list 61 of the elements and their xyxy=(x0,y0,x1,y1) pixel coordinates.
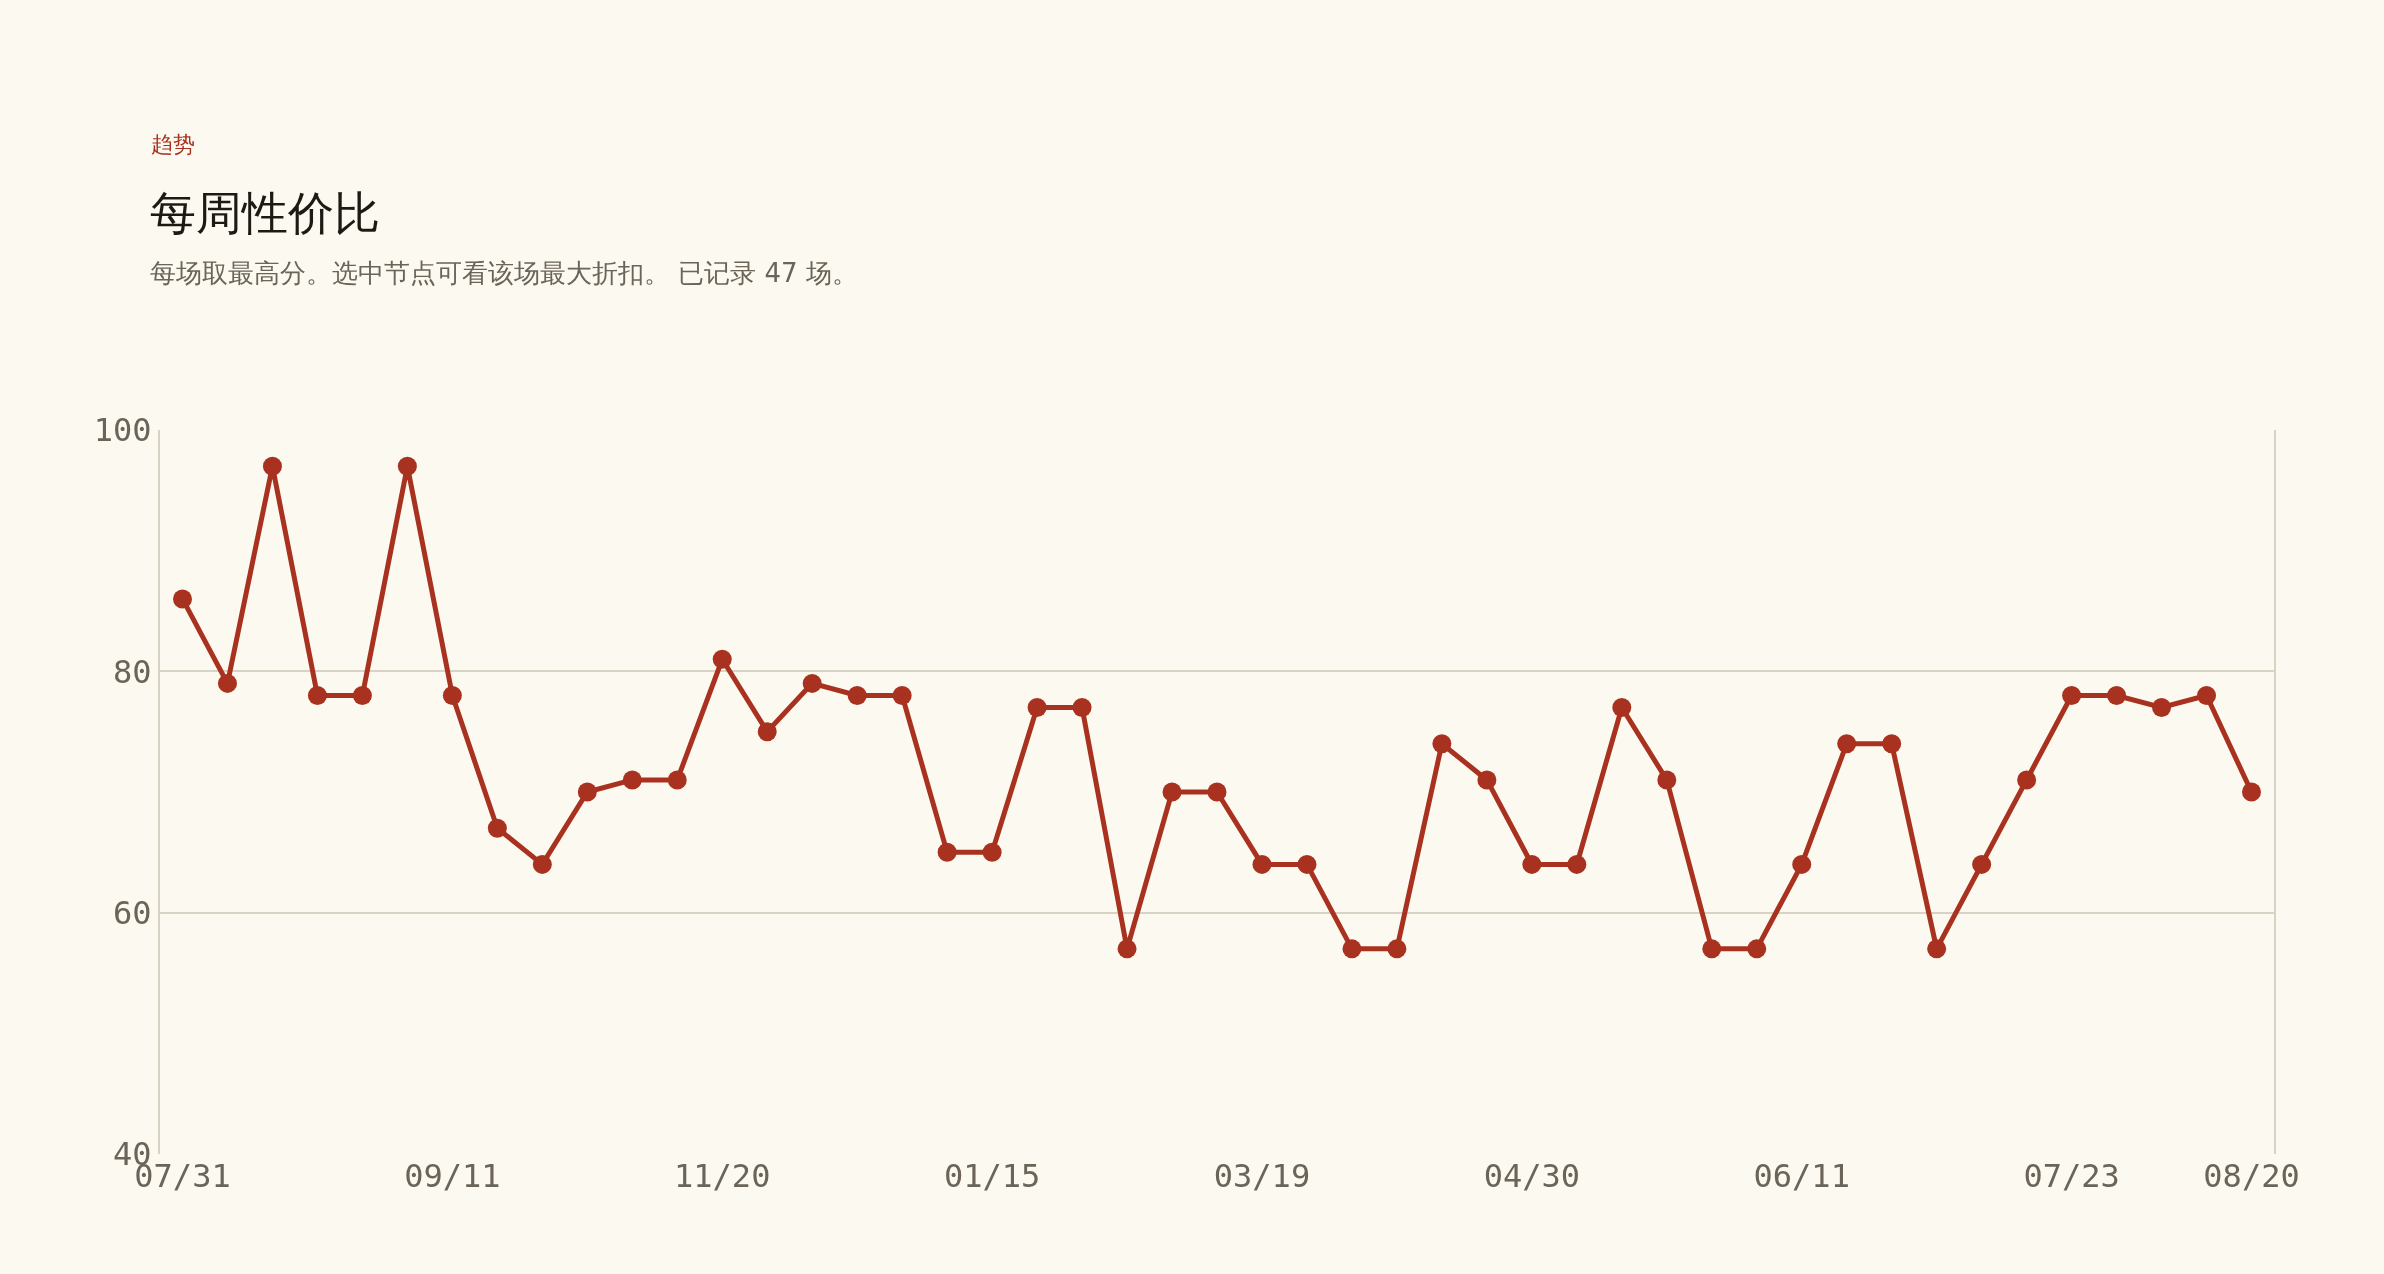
point xyxy=(802,673,822,693)
point xyxy=(1252,854,1272,874)
point xyxy=(622,770,642,790)
point xyxy=(667,770,687,790)
point xyxy=(1432,734,1452,754)
point xyxy=(2152,698,2172,718)
point xyxy=(757,722,777,742)
y-tick-label: 80 xyxy=(113,652,152,691)
point xyxy=(1387,939,1407,959)
point xyxy=(1837,734,1857,754)
y-tick-label: 100 xyxy=(93,411,152,450)
point xyxy=(1342,939,1362,959)
point xyxy=(532,854,552,874)
point xyxy=(397,456,417,476)
point xyxy=(1612,698,1632,718)
text: 趋势 xyxy=(151,132,195,157)
point xyxy=(1747,939,1767,959)
point xyxy=(2242,782,2262,802)
point xyxy=(442,685,462,705)
point xyxy=(262,456,282,476)
point xyxy=(1297,854,1317,874)
x-tick-label: 03/19 xyxy=(1213,1157,1311,1195)
point xyxy=(1072,698,1092,718)
point xyxy=(1702,939,1722,959)
point xyxy=(1477,770,1497,790)
point xyxy=(1162,782,1182,802)
point xyxy=(1657,770,1677,790)
point xyxy=(217,673,237,693)
x-tick-label: 07/23 xyxy=(2023,1157,2120,1195)
point xyxy=(1792,854,1812,874)
point xyxy=(1927,939,1947,959)
point xyxy=(982,842,1002,862)
x-tick-label: 11/20 xyxy=(674,1157,771,1195)
point xyxy=(2062,685,2082,705)
point xyxy=(2197,685,2217,705)
point xyxy=(712,649,732,669)
point xyxy=(487,818,507,838)
x-tick-label: 01/15 xyxy=(943,1157,1041,1195)
point xyxy=(2107,685,2127,705)
x-tick-label: 08/20 xyxy=(2203,1157,2300,1195)
point xyxy=(577,782,597,802)
point xyxy=(847,685,867,705)
point xyxy=(937,842,957,862)
point xyxy=(173,589,192,609)
x-tick-label: 04/30 xyxy=(1483,1157,1581,1195)
point xyxy=(1522,854,1542,874)
x-tick-label: 09/11 xyxy=(404,1157,501,1195)
point xyxy=(2017,770,2037,790)
point xyxy=(1027,698,1047,718)
point xyxy=(1882,734,1902,754)
point xyxy=(1207,782,1227,802)
y-tick-label: 60 xyxy=(113,893,152,932)
chart-title: 每周性价比 xyxy=(150,186,380,241)
point xyxy=(307,685,327,705)
point xyxy=(1567,854,1587,874)
point xyxy=(352,685,372,705)
x-tick-label: 06/11 xyxy=(1753,1157,1850,1195)
chart-subtitle: 每场取最高分。选中节点可看该场最大折扣。 已记录 47 场。 xyxy=(150,257,858,288)
point xyxy=(1972,854,1992,874)
point xyxy=(1117,939,1137,959)
point xyxy=(892,685,912,705)
